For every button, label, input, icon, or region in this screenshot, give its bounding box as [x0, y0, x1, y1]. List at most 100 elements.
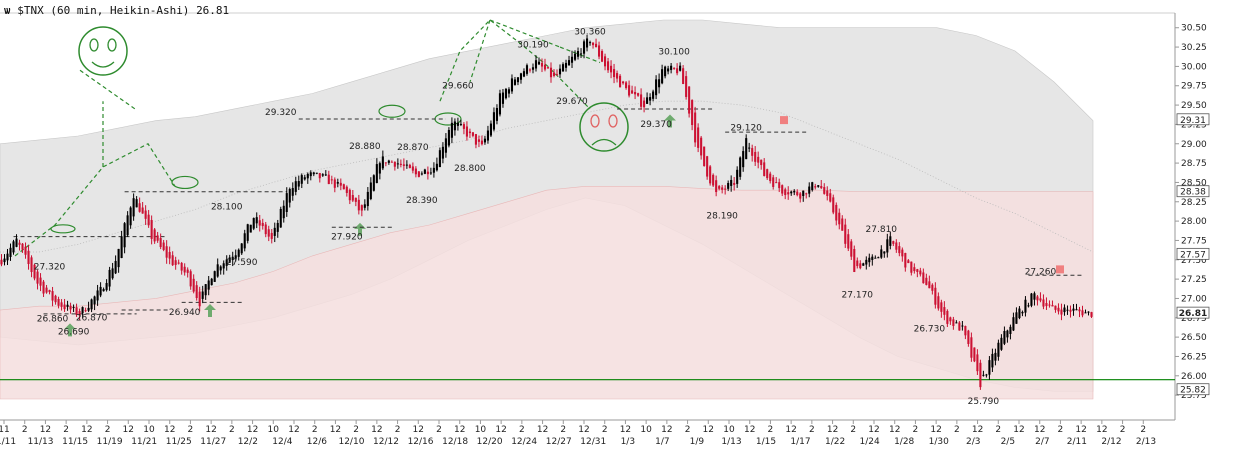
- candle-body: [9, 247, 12, 257]
- candle-body: [63, 304, 66, 310]
- candle-body: [579, 53, 583, 55]
- candle-body: [661, 69, 664, 84]
- x-tick-label: 12: [1013, 425, 1024, 435]
- candle-body: [528, 69, 532, 71]
- candle-body: [1060, 309, 1063, 315]
- axes-layer: 30.50 30.25 30.00 29.75 29.50 29.25 29.00 28.75…: [0, 24, 1210, 447]
- candle-body: [189, 271, 192, 287]
- candle-body: [934, 287, 937, 305]
- candle-body: [99, 286, 102, 296]
- candle-body: [646, 97, 649, 104]
- price-label: 30.190: [517, 41, 549, 51]
- candle-body: [946, 310, 949, 324]
- candle-body: [949, 317, 952, 322]
- price-label: 28.880: [349, 142, 381, 152]
- x-tick-label: 12: [330, 425, 341, 435]
- candle-body: [649, 97, 652, 101]
- candle-body: [916, 269, 919, 273]
- candle-body: [39, 277, 42, 286]
- price-label: 30.100: [658, 48, 690, 58]
- candle-body: [204, 284, 207, 296]
- x-tick-label: 10: [640, 425, 652, 435]
- candle-body: [706, 156, 709, 177]
- candle-body: [504, 88, 508, 99]
- candle-body: [18, 242, 21, 245]
- candle-body: [96, 290, 99, 301]
- candle-body: [796, 191, 799, 196]
- candle-body: [670, 65, 673, 70]
- candle-body: [928, 281, 931, 289]
- candle-body: [342, 184, 345, 190]
- candle-body: [282, 205, 285, 219]
- x-date-label: 11/13: [28, 437, 54, 447]
- candle-body: [622, 81, 625, 84]
- price-label: 27.170: [842, 290, 874, 300]
- candle-body: [123, 223, 126, 248]
- candle-body: [1018, 308, 1021, 319]
- price-label: 28.100: [211, 202, 243, 212]
- candle-body: [24, 246, 27, 255]
- candle-body: [682, 68, 685, 85]
- candle-body: [600, 51, 604, 62]
- x-tick-label: 12: [785, 425, 796, 435]
- candle-body: [198, 291, 201, 307]
- candle-body: [793, 190, 796, 193]
- candle-body: [33, 264, 36, 279]
- candle-body: [318, 173, 321, 179]
- symbol-label: $TNX: [17, 4, 44, 17]
- candle-body: [183, 266, 186, 273]
- candle-body: [826, 190, 829, 196]
- x-tick-label: 12: [744, 425, 755, 435]
- candle-body: [886, 239, 889, 253]
- candle-body: [613, 69, 616, 78]
- x-tick-label: 2: [63, 425, 69, 435]
- price-label: 29.660: [442, 82, 474, 92]
- candle-body: [772, 177, 775, 187]
- x-date-label: 12/18: [442, 437, 468, 447]
- candle-body: [375, 164, 378, 183]
- candle-body: [658, 79, 661, 88]
- price-label: 26.730: [914, 324, 946, 334]
- candle-body: [1024, 299, 1027, 313]
- candle-body: [147, 214, 150, 226]
- candle-body: [222, 263, 225, 269]
- candle-body: [180, 262, 183, 271]
- candle-body: [60, 302, 63, 307]
- candle-body: [402, 164, 405, 166]
- candle-body: [126, 215, 129, 236]
- x-date-label: 1/15: [756, 437, 776, 447]
- candle-body: [108, 269, 111, 287]
- candle-body: [643, 100, 646, 108]
- candle-body: [297, 181, 300, 187]
- candle-body: [640, 94, 643, 107]
- candle-body: [694, 112, 697, 143]
- candle-body: [381, 156, 384, 169]
- candle-body: [591, 42, 595, 46]
- x-tick-label: 2: [560, 425, 566, 435]
- candle-body: [631, 90, 634, 94]
- x-date-label: 12/20: [477, 437, 503, 447]
- x-tick-label: 10: [475, 425, 487, 435]
- highlight-ellipse: [50, 224, 76, 234]
- candle-body: [408, 164, 411, 169]
- candle-body: [78, 311, 81, 316]
- x-date-label: 2/7: [1035, 437, 1049, 447]
- candle-body: [805, 193, 808, 195]
- candle-body: [889, 236, 892, 246]
- price-label: 29.320: [265, 108, 297, 118]
- candle-body: [679, 65, 682, 71]
- grid-layer: [0, 12, 1176, 421]
- candle-body: [973, 347, 976, 362]
- candle-body: [597, 45, 601, 57]
- x-tick-label: 10: [143, 425, 155, 435]
- x-tick-label: 2: [395, 425, 401, 435]
- candle-body: [745, 138, 748, 160]
- candle-body: [1033, 293, 1036, 300]
- candle-body: [703, 146, 706, 166]
- face-eye: [107, 38, 117, 52]
- candle-body: [111, 268, 114, 279]
- candle-body: [165, 246, 168, 258]
- x-tick-label: 2: [954, 425, 960, 435]
- candle-body: [790, 191, 793, 194]
